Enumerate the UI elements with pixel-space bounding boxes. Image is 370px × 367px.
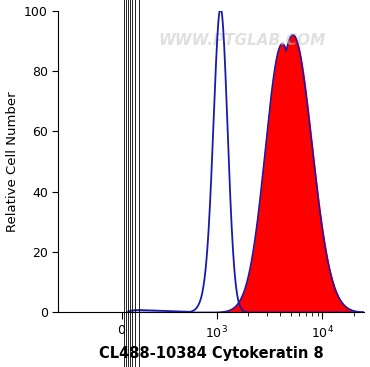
- Text: WWW.PTGLAB.COM: WWW.PTGLAB.COM: [158, 33, 326, 48]
- Y-axis label: Relative Cell Number: Relative Cell Number: [6, 91, 18, 232]
- X-axis label: CL488-10384 Cytokeratin 8: CL488-10384 Cytokeratin 8: [99, 346, 324, 361]
